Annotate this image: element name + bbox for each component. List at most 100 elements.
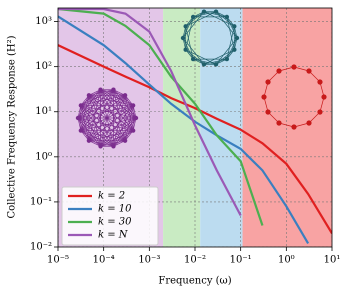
- network-node: [306, 120, 312, 126]
- network-edge: [215, 49, 235, 65]
- network-edge: [203, 58, 227, 65]
- network-edge: [80, 89, 101, 106]
- network-node: [98, 144, 103, 149]
- network-edge: [124, 95, 134, 131]
- network-edge: [100, 89, 134, 106]
- network-node: [180, 35, 186, 41]
- network-edge: [185, 11, 205, 27]
- x-tick-label: 10⁻²: [184, 255, 206, 266]
- network-edge: [113, 105, 134, 147]
- network-edge: [113, 89, 134, 106]
- network-edge: [88, 117, 137, 141]
- network-node: [98, 87, 103, 92]
- x-tick-label: 10⁻³: [138, 255, 160, 266]
- network-edge: [88, 105, 134, 141]
- network-edge: [182, 16, 194, 39]
- network-edge: [77, 95, 90, 119]
- plot-lines: [58, 8, 332, 244]
- network-edge: [88, 95, 101, 147]
- x-tick-label: 10⁻¹: [230, 255, 252, 266]
- legend-label: k = 2: [98, 191, 125, 202]
- network-edge: [100, 95, 126, 147]
- network-node: [224, 14, 230, 20]
- network-edge: [185, 26, 194, 60]
- network-node: [122, 93, 128, 98]
- network-node: [78, 128, 84, 133]
- network-edge: [100, 130, 134, 147]
- network-node: [232, 24, 237, 29]
- y-tick-label: 10³: [35, 16, 52, 27]
- network-edge: [80, 89, 114, 106]
- network-edge: [80, 105, 114, 147]
- network-node: [201, 9, 207, 14]
- network-edge: [80, 89, 101, 131]
- x-axis-label: Frequency (ω): [158, 276, 231, 287]
- network-node: [75, 115, 81, 121]
- network-edge: [215, 37, 238, 65]
- network-edge: [182, 37, 205, 65]
- network-node: [276, 68, 282, 74]
- network-edge: [113, 95, 126, 147]
- network-edge: [182, 37, 194, 60]
- network-edge: [203, 11, 235, 27]
- network-edge: [185, 16, 194, 50]
- legend-box: [61, 186, 159, 246]
- network-edge: [80, 105, 90, 141]
- network-edge: [80, 105, 134, 131]
- network-edge: [88, 89, 114, 141]
- network-node: [78, 103, 84, 108]
- network-edge: [193, 11, 217, 18]
- network-edge: [193, 58, 217, 65]
- network-node: [122, 138, 128, 143]
- network-node: [130, 128, 136, 133]
- network-edge: [215, 11, 235, 27]
- network-edge: [185, 49, 205, 65]
- network-node: [321, 94, 327, 100]
- network-edge: [77, 105, 134, 119]
- network-edge: [113, 117, 137, 147]
- network-edge: [185, 49, 217, 65]
- x-tick-label: 10¹: [324, 255, 341, 266]
- network-node: [133, 115, 139, 121]
- network-node: [276, 120, 282, 126]
- network-node: [265, 79, 271, 85]
- network-edge: [77, 95, 126, 119]
- network-node: [183, 47, 188, 52]
- network-node: [213, 9, 219, 14]
- network-node: [190, 56, 196, 62]
- x-tick-label: 10⁰: [278, 255, 295, 266]
- network-edge: [77, 89, 101, 119]
- network-edge: [100, 89, 134, 131]
- x-tick-label: 10⁻⁴: [93, 255, 115, 266]
- y-tick-label: 10²: [35, 61, 52, 72]
- network-edge: [185, 11, 217, 27]
- network-node: [111, 144, 116, 149]
- network-node: [306, 68, 312, 74]
- network-node: [201, 62, 207, 67]
- network-node: [265, 109, 271, 115]
- network-node: [317, 109, 323, 115]
- network-edge: [226, 37, 238, 60]
- network-edge: [226, 16, 238, 39]
- frequency-region: [163, 8, 201, 247]
- network-node: [86, 138, 92, 143]
- network-edge: [77, 89, 114, 119]
- network-edge: [226, 26, 235, 60]
- y-tick-label: 10⁻²: [30, 242, 52, 253]
- x-tick-label: 10⁻⁵: [47, 255, 69, 266]
- network-node: [213, 62, 219, 67]
- y-tick-label: 10⁻¹: [30, 196, 52, 207]
- network-edge: [124, 105, 134, 141]
- network-edge: [88, 89, 101, 141]
- network-edge: [88, 94, 134, 106]
- series-line: [58, 8, 242, 217]
- network-edge: [113, 89, 126, 141]
- series-line: [58, 44, 332, 234]
- network-node: [111, 87, 116, 92]
- legend-label: k = 30: [98, 217, 132, 228]
- network-edge: [77, 117, 126, 141]
- network-node: [291, 124, 297, 130]
- network-edge: [80, 89, 114, 131]
- network-edge: [80, 130, 114, 147]
